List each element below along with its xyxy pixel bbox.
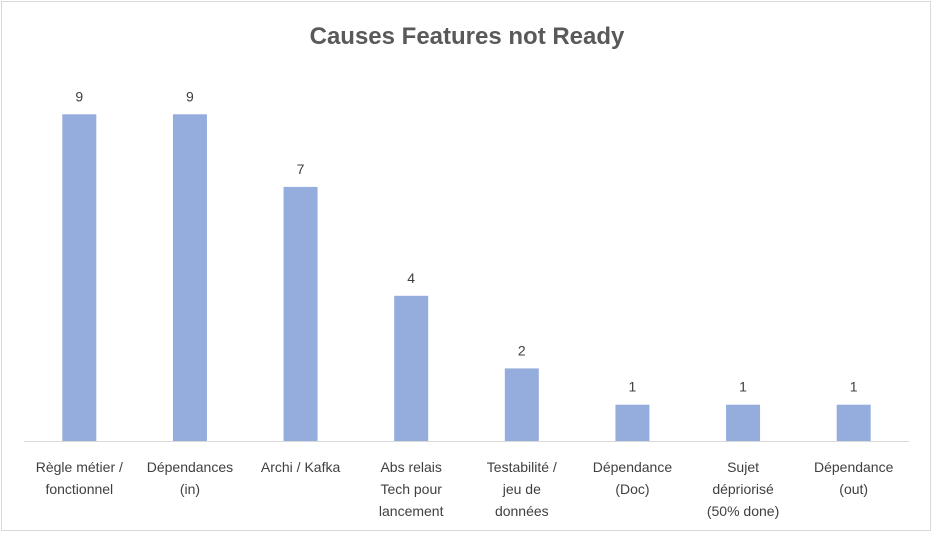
x-tick-label-2: Dépendances (in) bbox=[147, 459, 233, 497]
data-label-1: 9 bbox=[75, 88, 83, 104]
data-label-3: 7 bbox=[297, 161, 305, 177]
x-tick-label-4: Abs relais Tech pour lancement bbox=[379, 459, 444, 519]
bars-group bbox=[62, 114, 871, 442]
x-tick-label-8: Dépendance (out) bbox=[814, 459, 894, 497]
bar-3 bbox=[283, 186, 318, 441]
data-label-2: 9 bbox=[186, 88, 194, 104]
x-tick-label-1: Règle métier / fonctionnel bbox=[36, 459, 123, 497]
bar-7 bbox=[726, 404, 761, 441]
data-label-6: 1 bbox=[629, 379, 637, 395]
data-label-4: 4 bbox=[407, 270, 415, 286]
x-tick-label-6: Dépendance (Doc) bbox=[593, 459, 673, 497]
chart-title: Causes Features not Ready bbox=[310, 23, 625, 50]
bar-1 bbox=[62, 114, 97, 442]
bar-6 bbox=[615, 404, 650, 441]
data-label-8: 1 bbox=[850, 379, 858, 395]
x-tick-labels-group: Règle métier / fonctionnel Dépendances (in)… bbox=[36, 459, 894, 519]
x-tick-label-7: Sujet dépriorisé (50% done) bbox=[707, 459, 779, 519]
data-label-5: 2 bbox=[518, 342, 526, 358]
bar-8 bbox=[836, 404, 871, 441]
x-tick-label-3: Archi / Kafka bbox=[261, 459, 341, 475]
bar-5 bbox=[504, 368, 539, 441]
data-labels-group: 9 9 7 4 2 1 1 1 bbox=[75, 88, 857, 394]
bar-4 bbox=[394, 295, 429, 441]
data-label-7: 1 bbox=[739, 379, 747, 395]
x-tick-label-5: Testabilité / jeu de données bbox=[487, 459, 557, 519]
bar-2 bbox=[172, 114, 207, 442]
